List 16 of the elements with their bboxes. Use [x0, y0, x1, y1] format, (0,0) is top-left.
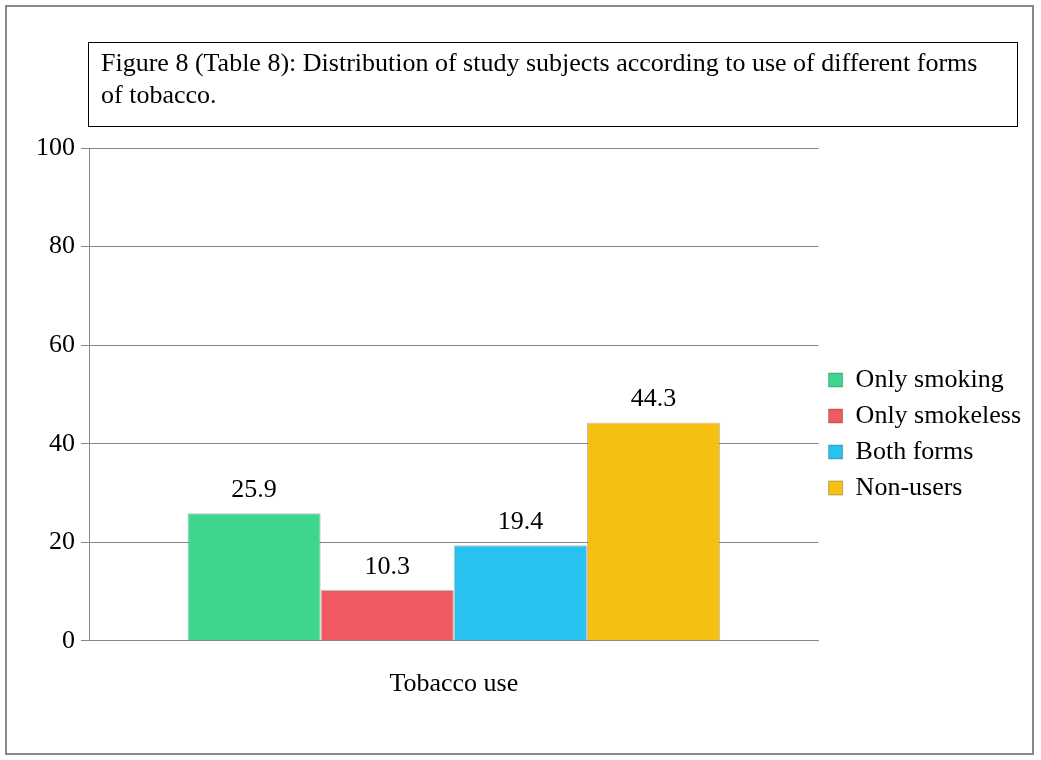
y-tick-label: 60 [49, 328, 75, 358]
data-label: 25.9 [231, 473, 277, 503]
data-label: 19.4 [497, 506, 544, 536]
y-tick-label: 100 [36, 131, 75, 161]
data-label: 10.3 [364, 550, 410, 580]
chart-title: Figure 8 (Table 8): Distribution of study subjects according to use of different forms of tobacco. [88, 42, 1018, 127]
legend-label: Non-users [855, 471, 963, 501]
y-tick-label: 80 [49, 230, 75, 260]
y-tick-label: 40 [49, 427, 75, 457]
y-tick-label: 20 [49, 526, 75, 556]
data-label: 44.3 [630, 383, 677, 413]
x-tick-label: Tobacco use [389, 668, 519, 698]
legend-label: Both forms [855, 435, 974, 465]
legend-label: Only smoking [855, 363, 1004, 393]
legend-label: Only smokeless [855, 399, 1022, 429]
y-tick-label: 0 [62, 624, 75, 654]
